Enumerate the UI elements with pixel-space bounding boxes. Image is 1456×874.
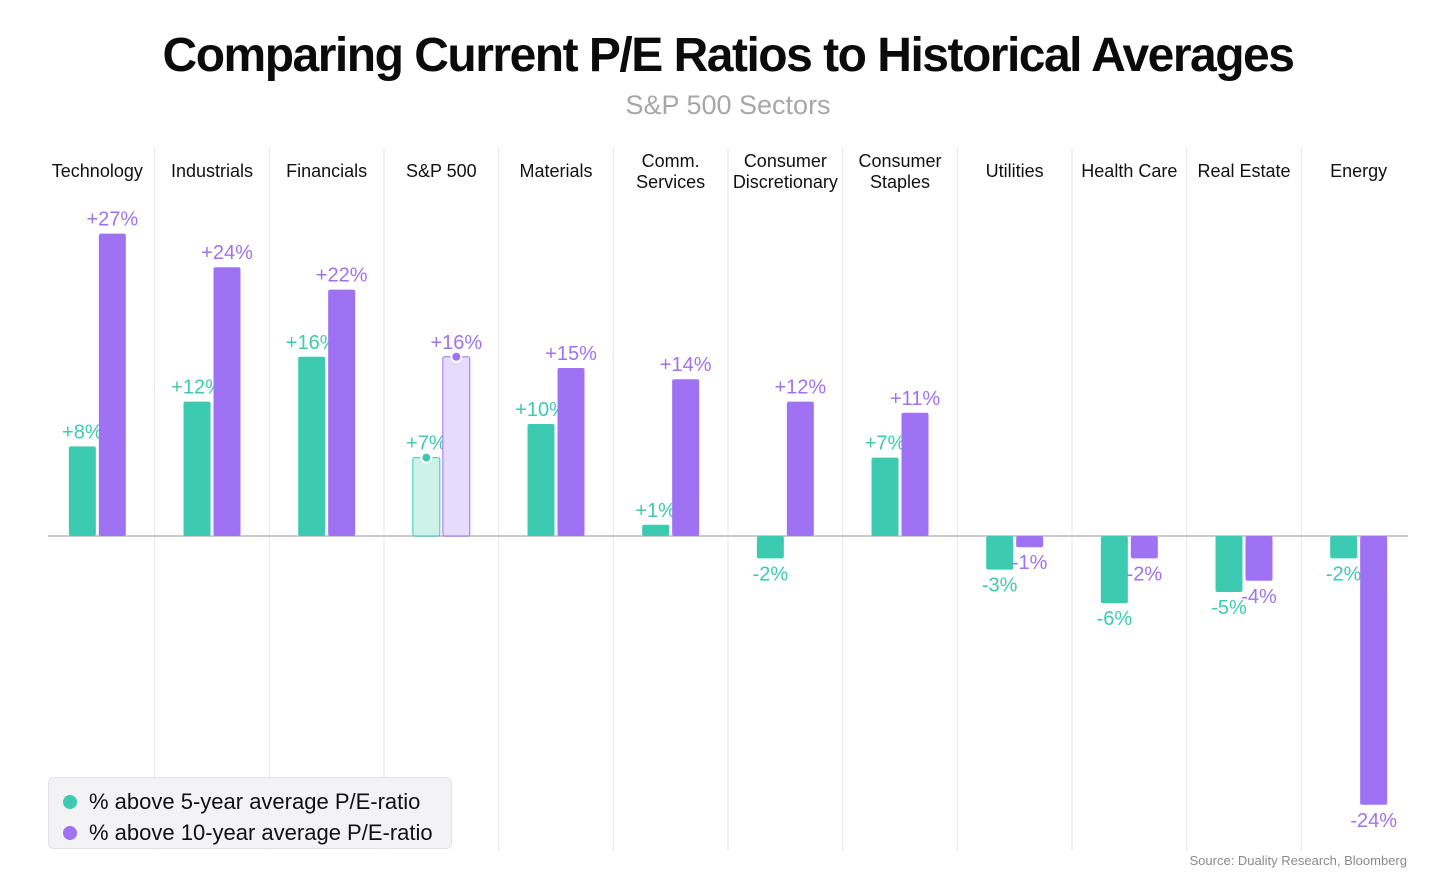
bar-5yr-industrials	[183, 401, 211, 536]
value-label-5yr-technology: +8%	[62, 421, 103, 443]
category-label-technology: Technology	[52, 161, 143, 181]
legend-label-10-year: % above 10-year average P/E-ratio	[89, 819, 433, 845]
value-label-5yr-comm-services: +1%	[635, 500, 676, 522]
value-label-10yr-real-estate: -4%	[1241, 586, 1277, 608]
category-label-consumer-staples: Consumer Staples	[858, 151, 941, 192]
value-label-10yr-energy: -24%	[1350, 810, 1397, 832]
bar-10yr-utilities	[1016, 536, 1044, 548]
bar-10yr-consumer-discretionary	[786, 401, 814, 536]
value-label-5yr-utilities: -3%	[982, 575, 1018, 597]
bar-5yr-energy	[1330, 536, 1358, 559]
category-label-consumer-discretionary: Consumer Discretionary	[733, 151, 838, 192]
bar-10yr-financials	[328, 289, 356, 536]
category-label-utilities: Utilities	[986, 161, 1044, 181]
value-label-10yr-consumer-discretionary: +12%	[774, 377, 826, 399]
legend-swatch-10-year	[63, 825, 77, 840]
bar-5yr-financials	[298, 356, 326, 536]
category-label-comm-services: Comm. Services	[636, 151, 705, 192]
value-label-5yr-materials: +10%	[515, 399, 567, 421]
bar-10yr-comm-services	[672, 379, 700, 536]
highlight-marker-5yr	[420, 451, 433, 464]
value-label-10yr-consumer-staples: +11%	[890, 388, 940, 410]
legend-item-5-year: % above 5-year average P/E-ratio	[63, 786, 451, 817]
legend-swatch-5-year	[63, 794, 77, 809]
category-label-industrials: Industrials	[171, 161, 253, 181]
bar-5yr-utilities	[986, 536, 1014, 570]
bar-10yr-s-p-500	[442, 356, 471, 537]
bar-5yr-consumer-discretionary	[756, 536, 784, 559]
category-label-energy: Energy	[1330, 161, 1387, 181]
value-label-5yr-financials: +16%	[286, 332, 338, 354]
value-label-10yr-industrials: +24%	[201, 242, 253, 264]
bar-5yr-health-care	[1100, 536, 1128, 604]
bar-10yr-energy	[1360, 536, 1388, 805]
value-label-10yr-s-p-500: +16%	[430, 332, 482, 354]
legend: % above 5-year average P/E-ratio % above…	[48, 777, 452, 849]
bar-5yr-consumer-staples	[871, 457, 899, 536]
bar-10yr-health-care	[1130, 536, 1158, 559]
value-label-5yr-health-care: -6%	[1097, 608, 1133, 630]
value-label-5yr-industrials: +12%	[171, 377, 223, 399]
value-label-5yr-consumer-discretionary: -2%	[753, 563, 789, 585]
chart-title: Comparing Current P/E Ratios to Historic…	[162, 29, 1295, 82]
value-label-5yr-energy: -2%	[1326, 563, 1362, 585]
value-label-5yr-consumer-staples: +7%	[865, 433, 906, 455]
value-label-10yr-health-care: -2%	[1127, 563, 1163, 585]
category-label-real-estate: Real Estate	[1197, 161, 1290, 181]
bar-10yr-consumer-staples	[901, 412, 929, 536]
value-label-10yr-utilities: -1%	[1012, 552, 1048, 574]
chart-subtitle: S&P 500 Sectors	[625, 90, 831, 120]
legend-label-5-year: % above 5-year average P/E-ratio	[89, 788, 421, 814]
value-label-5yr-real-estate: -5%	[1211, 597, 1247, 619]
bar-5yr-real-estate	[1215, 536, 1243, 592]
value-label-10yr-technology: +27%	[86, 209, 138, 231]
bar-10yr-industrials	[213, 267, 241, 536]
source-note: Source: Duality Research, Bloomberg	[1189, 853, 1408, 868]
bar-10yr-materials	[557, 368, 585, 536]
value-label-10yr-materials: +15%	[545, 343, 597, 365]
highlight-marker-10yr	[450, 350, 463, 363]
bar-5yr-technology	[68, 446, 96, 536]
category-label-financials: Financials	[286, 161, 367, 181]
bar-5yr-materials	[527, 424, 555, 536]
bar-10yr-technology	[98, 233, 126, 536]
bar-10yr-real-estate	[1245, 536, 1273, 581]
bar-5yr-s-p-500	[412, 457, 441, 537]
bar-5yr-comm-services	[642, 524, 670, 536]
value-label-10yr-comm-services: +14%	[660, 354, 712, 376]
category-label-materials: Materials	[519, 161, 592, 181]
value-label-10yr-financials: +22%	[316, 265, 368, 287]
category-label-health-care: Health Care	[1081, 161, 1177, 181]
category-label-s-p-500: S&P 500	[406, 161, 477, 181]
value-label-5yr-s-p-500: +7%	[406, 433, 447, 455]
legend-item-10-year: % above 10-year average P/E-ratio	[63, 817, 451, 848]
